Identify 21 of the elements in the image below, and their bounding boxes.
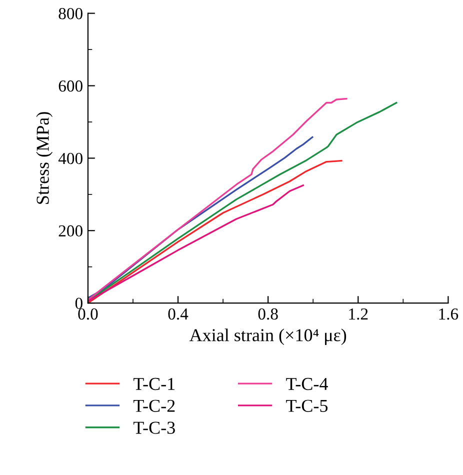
line-series — [88, 136, 314, 299]
x-tick-label: 1.2 — [349, 308, 368, 320]
legend-label: T-C-3 — [133, 422, 175, 434]
line-series — [88, 98, 348, 301]
legend-label: T-C-1 — [133, 378, 175, 390]
line-series — [88, 160, 342, 304]
y-tick-label: 400 — [58, 152, 82, 164]
legend-label: T-C-2 — [133, 400, 175, 412]
legend-label: T-C-4 — [286, 378, 328, 390]
x-tick-label: 0.0 — [78, 308, 98, 320]
y-tick-label: 600 — [58, 80, 82, 92]
y-tick-label: 800 — [58, 8, 82, 20]
y-tick-label: 200 — [58, 225, 82, 237]
y-tick-label: 0 — [75, 298, 82, 309]
x-tick-label: 0.8 — [258, 308, 278, 320]
y-axis-title: Stress (MPa) — [36, 112, 53, 204]
x-axis-title: Axial strain (×10⁴ με) — [189, 328, 346, 345]
x-tick-label: 1.6 — [439, 308, 458, 320]
x-tick-label: 0.4 — [168, 308, 188, 320]
legend-label: T-C-5 — [286, 400, 328, 412]
line-series — [88, 184, 304, 302]
